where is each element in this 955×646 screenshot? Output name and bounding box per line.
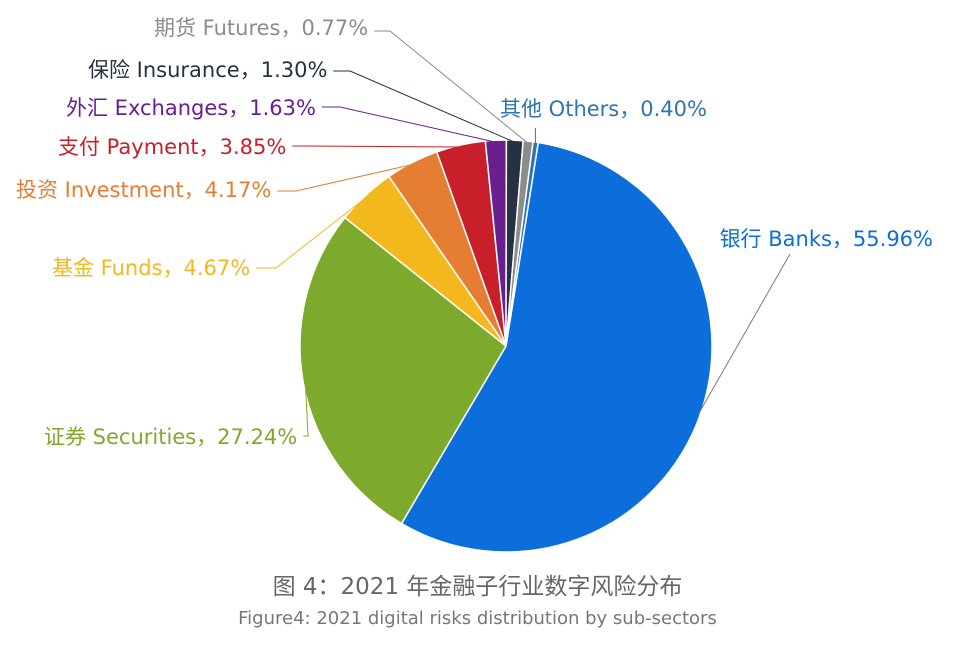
chart-subtitle: Figure4: 2021 digital risks distribution… (238, 608, 717, 629)
leader-line-funds (256, 196, 368, 269)
slice-label-securities: 证券 Securities，27.24% (44, 425, 297, 449)
pie-slice-securities (299, 216, 507, 525)
leader-line-futures (374, 30, 529, 144)
leader-lines (256, 30, 791, 437)
slice-label-insurance: 保险 Insurance，1.30% (88, 58, 327, 82)
slice-label-funds: 基金 Funds，4.67% (52, 256, 250, 280)
slice-label-investment: 投资 Investment，4.17% (16, 178, 271, 202)
pie-slices (299, 139, 713, 553)
chart-title: 图 4：2021 年金融子行业数字风险分布 (272, 574, 683, 600)
slice-label-futures: 期货 Futures，0.77% (154, 16, 368, 40)
leader-line-payment (292, 145, 462, 148)
leader-line-exchanges (322, 106, 497, 143)
leader-line-insurance (333, 70, 515, 143)
slice-label-banks: 银行 Banks，55.96% (720, 227, 933, 251)
slice-label-others: 其他 Others，0.40% (500, 97, 707, 121)
pie-slice-banks (400, 141, 713, 553)
slice-label-exchanges: 外汇 Exchanges，1.63% (66, 96, 316, 120)
leader-line-securities (303, 383, 309, 437)
leader-line-investment (277, 163, 414, 192)
leader-line-banks (697, 253, 791, 416)
slice-label-payment: 支付 Payment，3.85% (58, 135, 286, 159)
slice-labels: 银行 Banks，55.96% 证券 Securities，27.24% 基金 Fu… (16, 16, 933, 449)
